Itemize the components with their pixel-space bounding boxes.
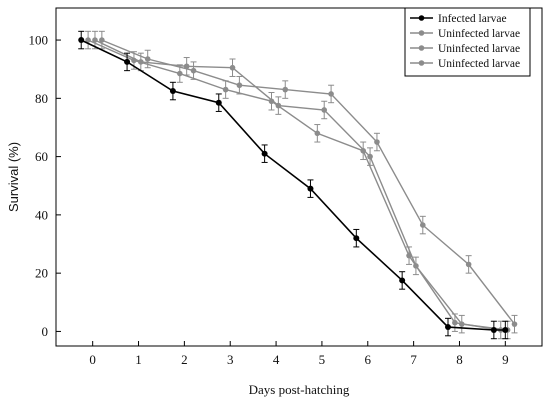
y-tick-label: 0	[42, 324, 49, 339]
data-point	[490, 326, 497, 333]
legend-item: Uninfected larvae	[410, 43, 520, 55]
legend-box	[404, 7, 531, 77]
x-tick-label: 7	[410, 352, 417, 367]
series-line	[94, 39, 508, 331]
data-point	[399, 277, 406, 284]
x-tick-label: 5	[319, 352, 326, 367]
series-3	[98, 30, 518, 334]
y-tick-label: 100	[29, 33, 49, 48]
x-tick-label: 1	[135, 352, 142, 367]
legend-label: Uninfected larvae	[438, 58, 520, 70]
data-point	[374, 139, 380, 145]
data-point	[190, 67, 197, 74]
x-tick-label: 0	[89, 352, 96, 367]
data-point	[282, 86, 289, 93]
data-point	[321, 107, 328, 113]
series-line	[87, 39, 501, 331]
data-point	[502, 326, 509, 333]
legend-label: Uninfected larvae	[438, 28, 520, 40]
legend-item: Uninfected larvae	[410, 58, 520, 70]
y-tick-label: 40	[35, 207, 48, 222]
data-point	[138, 59, 144, 65]
data-point	[458, 321, 465, 327]
data-point	[360, 147, 366, 154]
data-point	[222, 86, 229, 93]
data-point	[307, 185, 314, 192]
data-point	[445, 324, 452, 331]
legend: Infected larvae Uninfected larvae Uninfect…	[404, 7, 531, 77]
data-point	[85, 37, 91, 43]
data-point	[328, 91, 334, 97]
data-point	[261, 150, 268, 157]
legend-swatch-marker	[418, 60, 425, 66]
data-point	[215, 99, 222, 106]
data-point	[419, 222, 426, 228]
data-series	[78, 30, 518, 340]
data-point	[124, 58, 131, 65]
legend-swatch-marker	[418, 30, 425, 36]
series-line	[80, 39, 506, 331]
axis-ticks: 0 20 40 60 80 100 0 1 2 3 4 5 6 7 8 9	[29, 33, 509, 367]
data-point	[92, 37, 98, 43]
data-point	[314, 130, 321, 137]
data-point	[236, 82, 243, 89]
x-tick-label: 9	[502, 352, 509, 367]
x-tick-label: 2	[181, 352, 188, 367]
data-point	[413, 263, 419, 269]
data-point	[183, 63, 190, 70]
data-point	[144, 56, 151, 62]
data-point	[99, 37, 105, 43]
data-point	[78, 37, 85, 44]
legend-swatch-marker	[418, 15, 425, 21]
plot-area-frame	[55, 7, 543, 347]
legend-label: Uninfected larvae	[438, 43, 520, 55]
legend-label: Infected larvae	[438, 13, 507, 25]
series-1	[85, 30, 504, 340]
series-0	[78, 30, 509, 340]
data-point	[268, 98, 275, 105]
data-point	[169, 88, 176, 95]
data-point	[511, 321, 518, 327]
data-point	[229, 64, 236, 71]
y-axis-label: Survival (%)	[6, 142, 21, 212]
x-tick-label: 6	[365, 352, 372, 367]
x-tick-label: 8	[456, 352, 463, 367]
y-tick-label: 80	[35, 91, 48, 106]
data-point	[465, 261, 472, 268]
data-point	[452, 319, 458, 326]
legend-swatch-marker	[418, 45, 425, 51]
data-point	[353, 235, 360, 242]
x-axis-label: Days post-hatching	[249, 382, 350, 397]
x-tick-label: 4	[273, 352, 280, 367]
data-point	[176, 70, 183, 77]
x-tick-label: 3	[227, 352, 234, 367]
legend-item: Uninfected larvae	[410, 28, 520, 40]
series-line	[101, 39, 516, 325]
data-point	[367, 153, 373, 160]
y-tick-label: 20	[35, 266, 48, 281]
data-point	[275, 102, 282, 109]
series-2	[91, 30, 511, 340]
legend-item: Infected larvae	[410, 13, 507, 25]
y-tick-label: 60	[35, 149, 48, 164]
